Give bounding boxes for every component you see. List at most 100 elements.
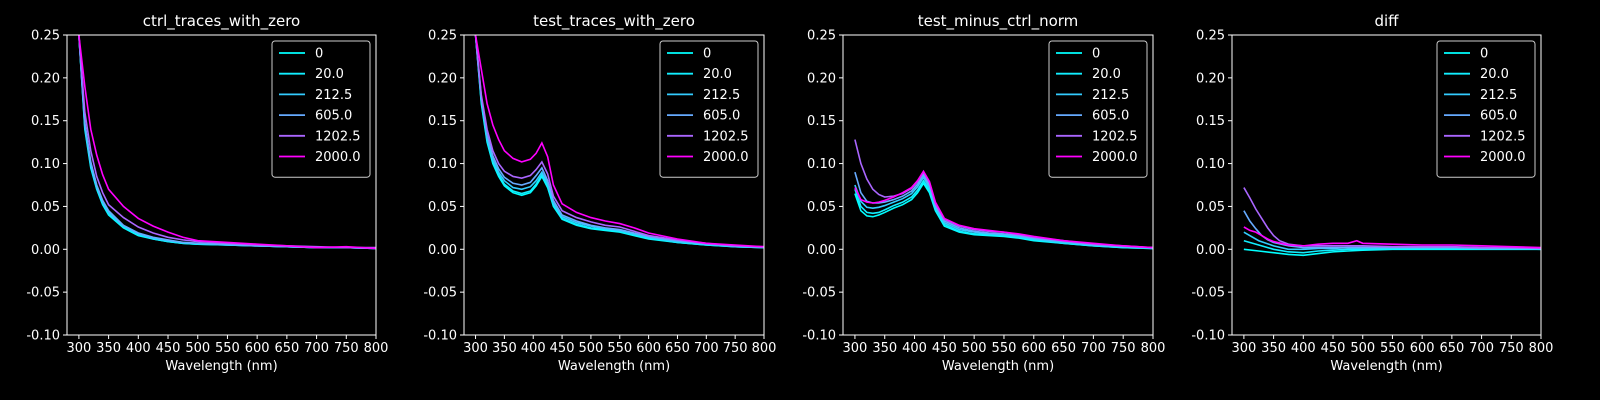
y-tick-label: 0.15 [1196,114,1225,129]
x-tick-label: 400 [1291,341,1316,356]
x-tick-label: 300 [843,341,868,356]
x-tick-label: 600 [1021,341,1046,356]
y-tick-label: -0.05 [26,286,60,301]
axes-frame [463,34,765,336]
y-tick-label: 0.20 [807,71,836,86]
series-group [78,35,376,250]
legend-entry: 2000.0 [703,150,749,165]
legend-entry: 20.0 [1092,67,1121,82]
y-tick-label: 0.15 [31,114,60,129]
axes-frame [842,34,1154,336]
legend-entry: 2000.0 [1092,150,1138,165]
x-tick-label: 700 [304,341,329,356]
y-tick-label: 0.20 [31,71,60,86]
x-tick-label: 350 [872,341,897,356]
x-tick-label: 650 [1051,341,1076,356]
y-tick-label: 0.20 [428,71,457,86]
x-tick-label: 650 [274,341,299,356]
chart-panel-4: 300 350 400 450 500 550 600 650 700 750 800 -0.10 -0… [1191,12,1553,374]
series-group [1243,187,1541,257]
legend-entry: 212.5 [315,88,352,103]
series-line-1 [1243,248,1541,257]
x-tick-label: 700 [1469,341,1494,356]
chart-panel-1: 300 350 400 450 500 550 600 650 700 750 800 -0.10 -0… [26,12,388,374]
x-tick-label: 550 [1380,341,1405,356]
x-tick-label: 650 [665,341,690,356]
x-tick-label: 350 [96,341,121,356]
y-tick-label: -0.10 [802,329,836,344]
x-tick-label: 400 [521,341,546,356]
y-tick-label: -0.10 [423,329,457,344]
x-tick-label: 800 [1141,341,1166,356]
x-tick-label: 800 [364,341,389,356]
legend: 0 20.0 212.5 605.0 1202.5 2000.0 [659,40,759,178]
y-tick-label: -0.05 [423,286,457,301]
chart-panel-3: 300 350 400 450 500 550 600 650 700 750 800 -0.10 -0… [802,12,1165,374]
series-group [854,139,1153,250]
y-tick-label: -0.10 [26,329,60,344]
y-tick-label: -0.05 [1191,286,1225,301]
x-tick-label: 350 [492,341,517,356]
x-tick-label: 350 [1261,341,1286,356]
y-tick-label: 0.05 [1196,200,1225,215]
y-tick-label: 0.10 [428,157,457,172]
x-tick-label: 550 [215,341,240,356]
y-tick-label: 0.25 [1196,29,1225,44]
x-tick-label: 600 [636,341,661,356]
chart-title: diff [1374,12,1399,30]
x-tick-label: 550 [992,341,1017,356]
legend-entry: 2000.0 [315,150,361,165]
x-axis-label: Wavelength (nm) [165,359,277,374]
x-tick-label: 750 [1499,341,1524,356]
legend-box [1048,40,1148,178]
y-tick-label: 0.20 [1196,71,1225,86]
axes-frame [1231,34,1542,336]
legend-box [271,40,371,178]
x-tick-label: 300 [66,341,91,356]
legend-entry: 1202.5 [315,129,361,144]
x-tick-label: 700 [694,341,719,356]
chart-title: ctrl_traces_with_zero [143,12,300,31]
legend: 0 20.0 212.5 605.0 1202.5 2000.0 [271,40,371,178]
legend-entry: 1202.5 [1092,129,1138,144]
x-tick-label: 600 [1410,341,1435,356]
chart-title: test_minus_ctrl_norm [918,12,1079,31]
legend-box [659,40,759,178]
legend-entry: 212.5 [1092,88,1129,103]
y-tick-label: 0.10 [807,157,836,172]
series-line-5 [474,35,764,248]
y-tick-label: 0.15 [807,114,836,129]
y-tick-label: 0.10 [31,157,60,172]
legend-entry: 0 [315,47,323,62]
y-tick-label: 0.00 [31,243,60,258]
y-tick-label: 0.05 [31,200,60,215]
legend: 0 20.0 212.5 605.0 1202.5 2000.0 [1048,40,1148,178]
legend: 0 20.0 212.5 605.0 1202.5 2000.0 [1436,40,1536,178]
legend-entry: 20.0 [703,67,732,82]
legend-entry: 605.0 [1092,109,1129,124]
x-tick-label: 650 [1439,341,1464,356]
chart-panel-2: 300 350 400 450 500 550 600 650 700 750 800 -0.10 -0… [423,12,776,374]
legend-entry: 605.0 [315,109,352,124]
legend-entry: 605.0 [703,109,740,124]
x-tick-label: 800 [752,341,777,356]
y-tick-label: 0.05 [428,200,457,215]
series-line-5 [1243,187,1541,250]
legend-entry: 2000.0 [1480,150,1526,165]
legend-entry: 0 [1092,47,1100,62]
legend-box [1436,40,1536,178]
y-tick-label: 0.00 [428,243,457,258]
x-tick-label: 450 [550,341,575,356]
x-tick-label: 400 [902,341,927,356]
x-tick-label: 500 [185,341,210,356]
x-tick-label: 750 [334,341,359,356]
x-tick-label: 300 [1231,341,1256,356]
y-tick-label: -0.05 [802,286,836,301]
chart-title: test_traces_with_zero [533,12,695,31]
series-line-4 [474,35,764,249]
legend-entry: 212.5 [703,88,740,103]
legend-entry: 20.0 [1480,67,1509,82]
legend-entry: 1202.5 [703,129,749,144]
